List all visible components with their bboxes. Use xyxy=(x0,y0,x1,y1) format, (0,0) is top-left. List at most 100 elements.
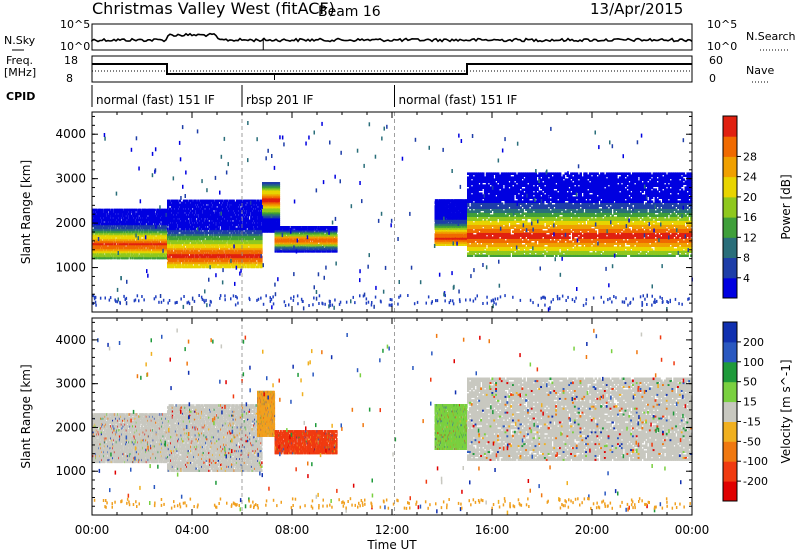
data-cell xyxy=(170,221,172,225)
data-cell xyxy=(150,228,152,232)
data-cell xyxy=(132,210,134,214)
data-cell xyxy=(165,256,167,260)
data-cell xyxy=(140,218,142,222)
data-cell xyxy=(147,236,149,240)
data-cell xyxy=(131,214,133,218)
data-cell xyxy=(168,221,170,225)
data-cell xyxy=(165,232,167,236)
data-cell xyxy=(168,245,170,249)
data-cell xyxy=(97,246,99,250)
data-cell xyxy=(97,212,99,216)
data-cell xyxy=(170,227,172,231)
panel-power: Slant Range [km] Power [dB] xyxy=(19,111,793,313)
data-cell xyxy=(170,215,172,219)
data-cell xyxy=(157,242,159,246)
data-cell xyxy=(168,199,170,203)
data-cell xyxy=(167,231,170,235)
data-cell xyxy=(143,222,146,226)
data-cell xyxy=(157,226,159,230)
data-cell xyxy=(170,201,172,205)
data-cell xyxy=(137,230,139,234)
data-cell xyxy=(113,256,116,260)
data-cell xyxy=(105,222,107,226)
data-cell xyxy=(120,222,122,226)
data-cell xyxy=(113,226,115,230)
data-cell xyxy=(112,252,114,256)
data-cell xyxy=(102,222,104,226)
data-cell xyxy=(167,233,169,237)
data-cell xyxy=(100,210,102,214)
data-cell xyxy=(149,226,151,230)
data-cell xyxy=(120,210,122,214)
data-cell xyxy=(154,212,156,216)
data-cell xyxy=(147,224,149,228)
data-cell xyxy=(130,230,132,234)
data-cell xyxy=(98,254,100,258)
data-cell xyxy=(122,234,124,238)
data-cell xyxy=(142,230,144,234)
data-cell xyxy=(147,240,149,244)
data-cell xyxy=(130,256,132,260)
data-cell xyxy=(148,256,150,260)
data-cell xyxy=(162,222,164,226)
data-cell xyxy=(110,240,112,244)
data-cell xyxy=(135,212,137,216)
data-cell xyxy=(112,254,114,258)
data-cell xyxy=(167,251,169,255)
data-cell xyxy=(132,238,134,242)
data-cell xyxy=(125,222,127,226)
data-cell xyxy=(162,210,164,214)
data-cell xyxy=(135,242,137,246)
data-cell xyxy=(160,250,162,254)
data-cell xyxy=(123,250,125,254)
data-cell xyxy=(130,218,132,222)
data-cell xyxy=(171,253,173,257)
data-cell xyxy=(95,244,97,248)
data-cell xyxy=(150,242,152,246)
data-cell xyxy=(165,242,167,246)
data-cell xyxy=(102,230,104,234)
data-cell xyxy=(107,226,109,230)
data-cell xyxy=(135,222,137,226)
data-cell xyxy=(142,224,144,228)
data-cell xyxy=(150,218,152,222)
data-cell xyxy=(92,236,94,240)
data-cell xyxy=(117,208,119,212)
data-cell xyxy=(100,244,102,248)
data-cell xyxy=(153,230,155,234)
data-cell xyxy=(150,246,152,250)
data-cell xyxy=(127,240,129,244)
data-cell xyxy=(157,220,159,224)
data-cell xyxy=(105,248,107,252)
data-cell xyxy=(102,228,104,232)
data-cell xyxy=(171,227,173,231)
data-cell xyxy=(170,225,172,229)
data-cell xyxy=(122,244,124,248)
data-cell xyxy=(168,213,170,217)
data-cell xyxy=(167,213,169,217)
data-cell xyxy=(140,238,142,242)
data-cell xyxy=(140,214,142,218)
data-cell xyxy=(171,243,173,247)
data-cell xyxy=(125,210,127,214)
data-cell xyxy=(170,247,172,251)
data-cell xyxy=(130,236,132,240)
data-cell xyxy=(95,216,97,220)
data-cell xyxy=(168,207,170,211)
data-cell xyxy=(105,240,107,244)
data-cell xyxy=(100,212,102,216)
data-cell xyxy=(110,250,112,254)
data-cell xyxy=(112,230,114,234)
data-cell xyxy=(168,255,170,259)
data-cell xyxy=(130,232,132,236)
data-cell xyxy=(145,224,147,228)
data-cell xyxy=(120,232,122,236)
data-cell xyxy=(170,251,172,255)
data-cell xyxy=(127,230,129,234)
data-cell xyxy=(167,233,170,237)
data-cell xyxy=(120,226,122,230)
data-cell xyxy=(93,220,95,224)
data-cell xyxy=(92,242,94,246)
data-cell xyxy=(158,224,161,228)
